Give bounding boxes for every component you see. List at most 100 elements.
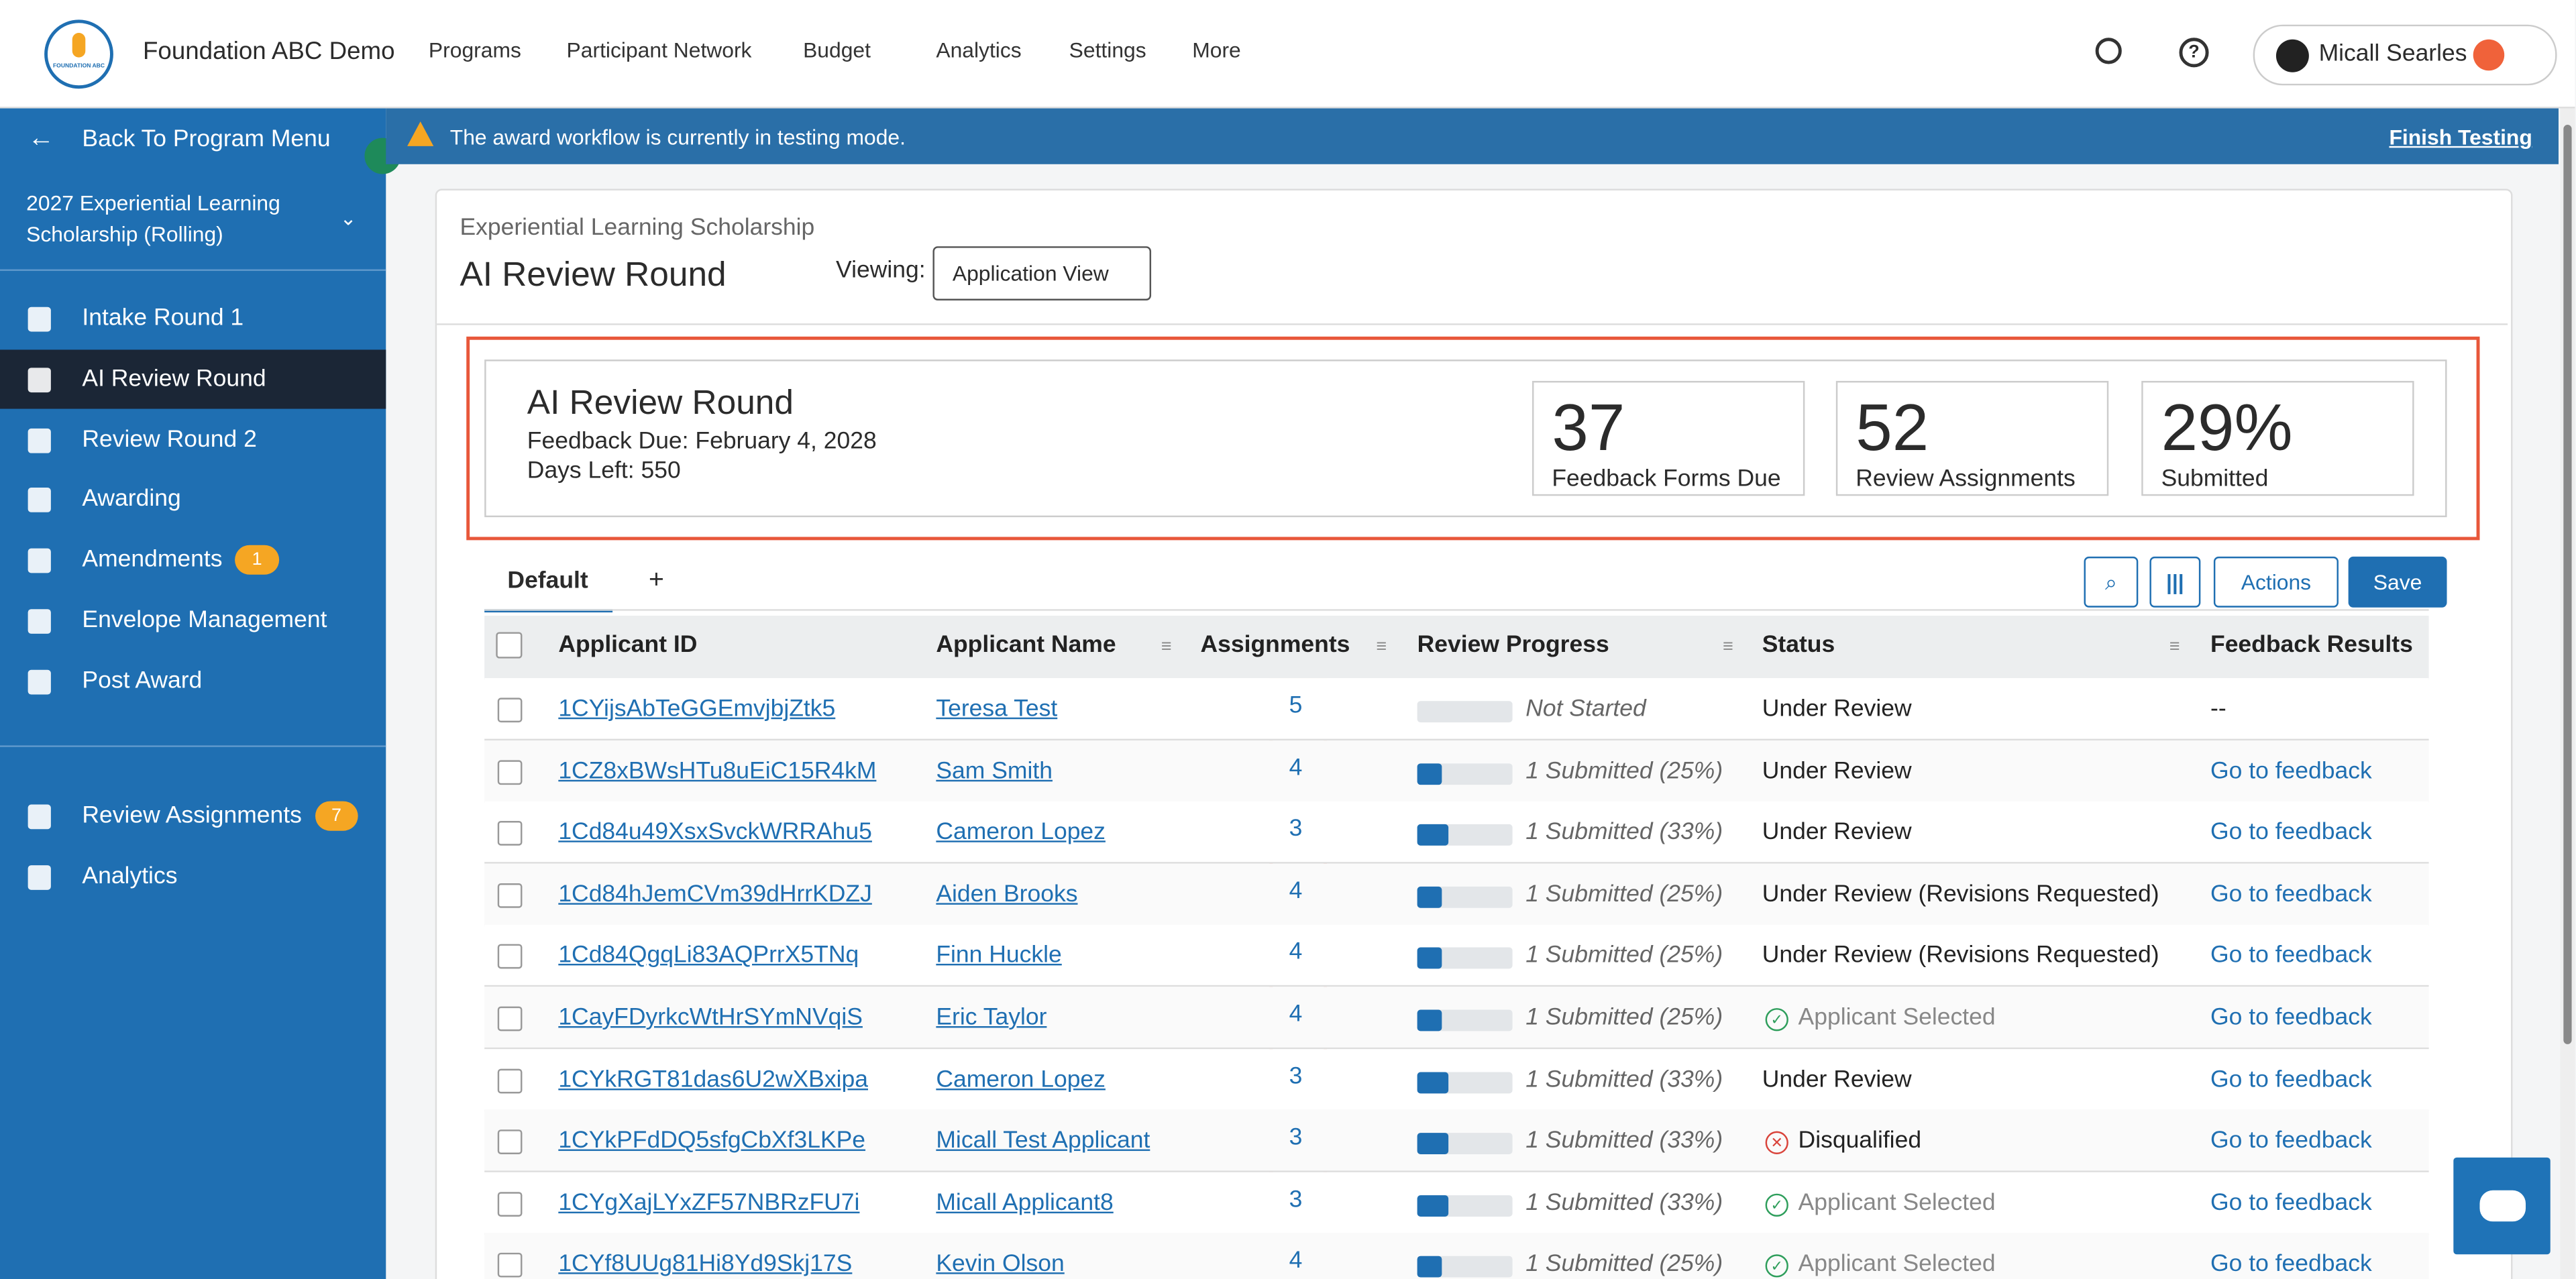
column-header[interactable]: Applicant Name [936, 632, 1116, 659]
progress-text: 1 Submitted (25%) [1525, 757, 1723, 785]
column-header[interactable]: Applicant ID [558, 632, 698, 659]
save-button[interactable]: Save [2348, 556, 2447, 608]
applicant-id[interactable]: 1Cd84u49XsxSvckWRRAhu5 [558, 820, 872, 846]
feedback-link[interactable]: Go to feedback [2210, 1066, 2372, 1093]
nav-item[interactable]: Analytics [936, 38, 1022, 63]
applicant-name[interactable]: Eric Taylor [936, 1005, 1047, 1032]
row-checkbox[interactable] [497, 821, 523, 846]
assignments[interactable]: 3 [1289, 1125, 1303, 1152]
applicant-name[interactable]: Micall Test Applicant [936, 1128, 1150, 1155]
sidebar-item[interactable]: AI Review Round [0, 349, 386, 409]
sidebar-item[interactable]: Post Award [0, 651, 386, 710]
column-header[interactable]: Status [1762, 632, 1835, 659]
sidebar: ← Back To Program Menu 2027 Experiential… [0, 108, 401, 1279]
row-checkbox[interactable] [497, 698, 523, 723]
applicant-id[interactable]: 1CYkRGT81das6U2wXBxipa [558, 1066, 868, 1093]
sidebar-item[interactable]: Analytics [0, 847, 386, 906]
nav-item[interactable]: Settings [1069, 38, 1146, 63]
applicant-name[interactable]: Cameron Lopez [936, 1066, 1106, 1093]
sidebar-item[interactable]: Awarding [0, 470, 386, 529]
nav-item[interactable]: Programs [428, 38, 521, 63]
column-header[interactable]: Review Progress [1417, 632, 1609, 659]
feedback-link[interactable]: Go to feedback [2210, 943, 2372, 970]
progress-text: 1 Submitted (33%) [1525, 1066, 1723, 1093]
row-checkbox[interactable] [497, 1253, 523, 1278]
row-checkbox[interactable] [497, 1006, 523, 1032]
nav-item[interactable]: More [1192, 38, 1241, 63]
user-menu[interactable]: Micall Searles [2253, 24, 2557, 86]
filter-icon[interactable]: ≡ [1722, 636, 1733, 657]
filter-icon[interactable]: ≡ [1376, 636, 1387, 657]
add-tab[interactable]: + [648, 566, 664, 595]
applicant-id[interactable]: 1Cd84QgqLi83AQPrrX5TNq [558, 943, 859, 970]
filter-icon[interactable]: ≡ [2169, 636, 2180, 657]
applicant-name[interactable]: Kevin Olson [936, 1252, 1065, 1278]
nav-item[interactable]: Budget [803, 38, 871, 63]
column-header[interactable]: Feedback Results [2210, 632, 2413, 659]
assignments[interactable]: 4 [1289, 940, 1303, 966]
org-name[interactable]: Foundation ABC Demo [142, 38, 395, 66]
applicant-name[interactable]: Cameron Lopez [936, 820, 1106, 846]
help-icon[interactable]: ? [2179, 38, 2209, 68]
applicant-id[interactable]: 1CYijsAbTeGGEmvjbjZtk5 [558, 696, 836, 723]
assignments[interactable]: 3 [1289, 816, 1303, 843]
feedback-link[interactable]: Go to feedback [2210, 1190, 2372, 1217]
assignments[interactable]: 5 [1289, 693, 1303, 720]
scroll-thumb[interactable] [2563, 125, 2572, 1044]
column-header[interactable]: Assignments [1200, 632, 1350, 659]
warning-icon [407, 121, 434, 146]
view-select[interactable]: Application View [932, 246, 1152, 300]
feedback-link[interactable]: Go to feedback [2210, 757, 2372, 785]
applicant-id[interactable]: 1CZ8xBWsHTu8uEiC15R4kM [558, 757, 877, 785]
program-select[interactable]: 2027 Experiential Learning Scholarship (… [26, 190, 280, 247]
assignments[interactable]: 4 [1289, 1248, 1303, 1275]
applicant-id[interactable]: 1CYf8UUg81Hi8Yd9Skj17S [558, 1252, 853, 1278]
row-checkbox[interactable] [497, 1129, 523, 1155]
language-icon[interactable] [2095, 38, 2122, 64]
top-bar: FOUNDATION ABC Foundation ABC Demo ? Mic… [0, 0, 2575, 109]
sidebar-item[interactable]: Envelope Management [0, 591, 386, 650]
nav-item[interactable]: Participant Network [566, 38, 752, 63]
assignments[interactable]: 3 [1289, 1063, 1303, 1090]
back-link[interactable]: Back To Program Menu [82, 126, 331, 153]
logo[interactable]: FOUNDATION ABC [44, 19, 113, 89]
feedback-link[interactable]: Go to feedback [2210, 1252, 2372, 1278]
finish-testing[interactable]: Finish Testing [2389, 125, 2532, 150]
sidebar-item[interactable]: Review Assignments 7 [0, 787, 386, 846]
row-checkbox[interactable] [497, 1068, 523, 1093]
applicant-name[interactable]: Sam Smith [936, 757, 1053, 785]
feedback-link[interactable]: Go to feedback [2210, 1005, 2372, 1032]
assignments[interactable]: 4 [1289, 1001, 1303, 1028]
applicant-id[interactable]: 1CYkPFdDQ5sfgCbXf3LKPe [558, 1128, 866, 1155]
applicant-name[interactable]: Finn Huckle [936, 943, 1062, 970]
tab-active[interactable]: Default [484, 555, 613, 613]
assignments[interactable]: 3 [1289, 1186, 1303, 1213]
row-checkbox[interactable] [497, 759, 523, 785]
row-checkbox[interactable] [497, 883, 523, 908]
row-checkbox[interactable] [497, 1191, 523, 1217]
applicant-id[interactable]: 1Cd84hJemCVm39dHrrKDZJ [558, 881, 872, 908]
feedback-link[interactable]: Go to feedback [2210, 1128, 2372, 1155]
feedback-link[interactable]: Go to feedback [2210, 881, 2372, 908]
sidebar-item[interactable]: Intake Round 1 [0, 289, 386, 348]
filter-icon[interactable]: ≡ [1161, 636, 1172, 657]
status: Under Review [1762, 696, 1912, 723]
chat-button[interactable] [2453, 1157, 2551, 1255]
columns-button[interactable]: ||| [2149, 556, 2201, 608]
sidebar-item[interactable]: Review Round 2 [0, 410, 386, 469]
applicant-id[interactable]: 1CYgXajLYxZF57NBRzFU7i [558, 1190, 860, 1217]
applicant-name[interactable]: Aiden Brooks [936, 881, 1078, 908]
summary-title: AI Review Round [527, 384, 794, 423]
header-checkbox[interactable] [496, 632, 523, 659]
applicant-name[interactable]: Teresa Test [936, 696, 1058, 723]
feedback-link[interactable]: Go to feedback [2210, 820, 2372, 846]
row-checkbox[interactable] [497, 944, 523, 970]
assignments[interactable]: 4 [1289, 755, 1303, 781]
applicant-id[interactable]: 1CayFDyrkcWtHrSYmNVqiS [558, 1005, 863, 1032]
applicant-name[interactable]: Micall Applicant8 [936, 1190, 1114, 1217]
assignments[interactable]: 4 [1289, 878, 1303, 905]
sidebar-item[interactable]: Amendments 1 [0, 531, 386, 590]
actions-button[interactable]: Actions [2213, 556, 2339, 608]
page-title: AI Review Round [460, 256, 727, 294]
search-button[interactable]: ⌕ [2084, 556, 2139, 608]
